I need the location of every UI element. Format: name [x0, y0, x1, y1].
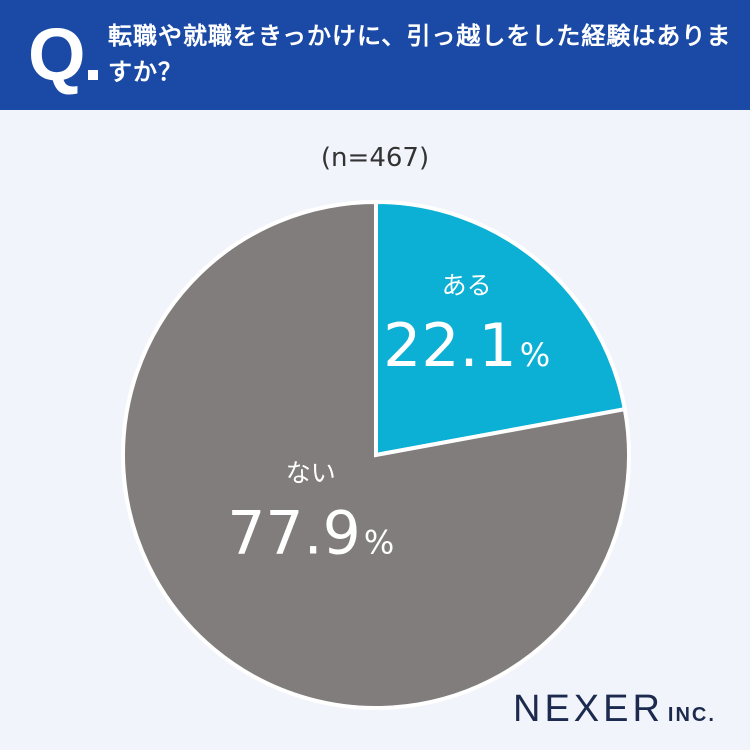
- pie-slice-1: [374, 199, 628, 458]
- q-mark: Q: [28, 13, 86, 96]
- pie-slice-2: [121, 199, 631, 710]
- brand-logo: NEXER INC.: [513, 688, 716, 731]
- slice-category-label: ない: [286, 458, 336, 487]
- brand-suffix: INC.: [667, 704, 716, 726]
- slice-value-label: 22.1%: [383, 311, 550, 381]
- slice-category-label: ある: [442, 271, 492, 300]
- slice-value-label: 77.9%: [227, 498, 394, 568]
- question-text: 転職や就職をきっかけに、引っ越しをした経験はありますか？: [108, 22, 732, 86]
- q-dot: [88, 70, 98, 80]
- pie-slices: [121, 199, 631, 710]
- question-header: Q 転職や就職をきっかけに、引っ越しをした経験はありますか？: [0, 0, 750, 110]
- sample-size-label: (n=467): [320, 143, 430, 173]
- pie-labels: ある 22.1% ない 77.9%: [227, 271, 550, 568]
- brand-name: NEXER: [513, 688, 664, 730]
